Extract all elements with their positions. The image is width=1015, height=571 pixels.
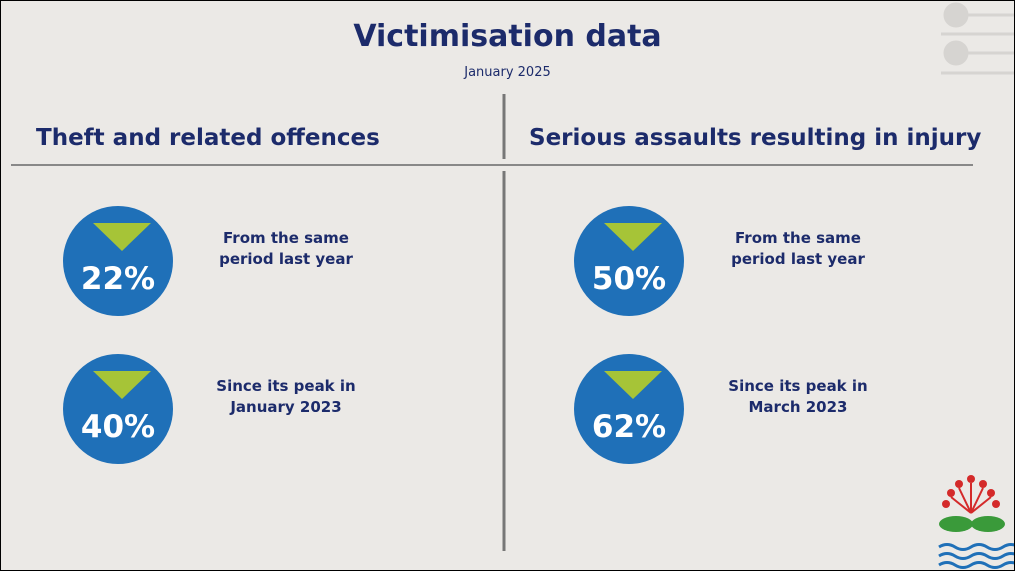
logo: [938, 475, 1014, 569]
stat-value: 22%: [80, 261, 156, 297]
stat-caption: Since its peak in March 2023: [728, 377, 868, 416]
stat-caption: From the same period last year: [731, 229, 865, 268]
stat-value: 62%: [591, 409, 667, 445]
badge-circle: [574, 354, 684, 464]
subtitle: January 2025: [464, 65, 551, 80]
stat-caption: From the same period last year: [219, 229, 353, 268]
stat-caption: Since its peak in January 2023: [216, 377, 356, 416]
badge-circle: [63, 206, 173, 316]
down-arrow: [604, 371, 662, 399]
circuit-icon: [941, 2, 1014, 75]
badge-circle: [63, 354, 173, 464]
stat-value: 50%: [591, 261, 667, 297]
stat-value: 40%: [80, 409, 156, 445]
down-arrow: [93, 371, 151, 399]
title: Victimisation data: [353, 19, 662, 54]
down-arrow: [604, 223, 662, 251]
panel-heading: Serious assaults resulting in injury: [529, 125, 982, 151]
down-arrow: [93, 223, 151, 251]
panel-heading: Theft and related offences: [36, 125, 380, 151]
badge-circle: [574, 206, 684, 316]
